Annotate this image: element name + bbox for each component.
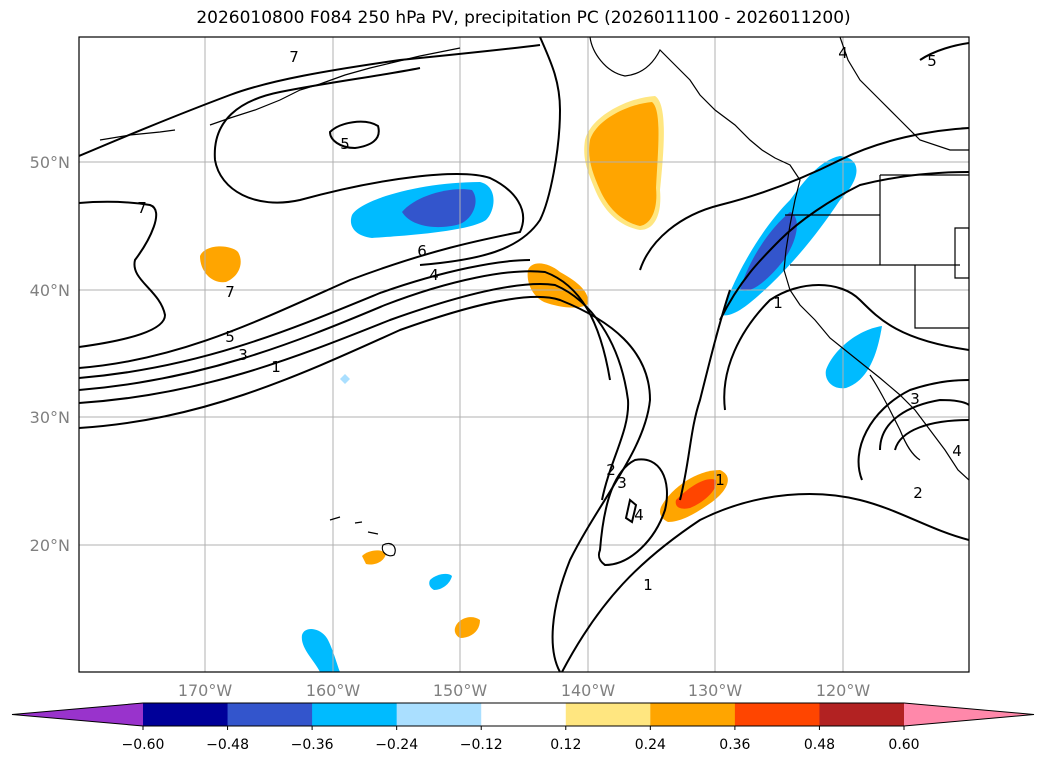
precip-shading [200, 96, 882, 672]
pv-contour-3 [79, 270, 611, 391]
colorbar-segment [481, 703, 567, 726]
contour-label: 6 [417, 242, 427, 260]
contour-label: 5 [225, 328, 235, 346]
pv-contour-1 [561, 493, 969, 672]
contour-label: 4 [634, 506, 644, 524]
colorbar: −0.60 −0.48 −0.36 −0.24 −0.12 0.12 0.24 0.36 0.4… [11, 702, 1035, 753]
pv-contour-5 [919, 42, 969, 61]
pv-contour-7 [79, 44, 541, 157]
colorbar-extend-low [12, 703, 143, 726]
colorbar-tick-label: −0.36 [291, 737, 334, 753]
lon-label: 170°W [178, 681, 233, 700]
precip-pos-blob [362, 550, 386, 565]
pv-contour-1 [719, 171, 969, 321]
pv-contour-2 [857, 379, 969, 481]
colorbar-tick-label: −0.24 [375, 737, 418, 753]
contour-label: 1 [271, 358, 281, 376]
pv-contour-1 [723, 284, 969, 411]
precip-neg-blob [301, 628, 340, 672]
contour-label: 1 [773, 294, 783, 312]
lat-label: 50°N [30, 153, 70, 172]
lon-label: 150°W [433, 681, 488, 700]
map-frame [78, 36, 970, 673]
colorbar-extend-high [904, 703, 1034, 726]
contour-label: 3 [238, 346, 248, 364]
lon-label: 160°W [306, 681, 361, 700]
colorbar-tick-label: −0.48 [206, 737, 249, 753]
precip-neg-blob [429, 573, 452, 590]
pv-contour-3 [79, 283, 630, 501]
contour-label: 7 [225, 283, 235, 301]
contour-label: 2 [606, 461, 616, 479]
pv-contour-5 [328, 120, 380, 150]
map-panel: 7 5 7 6 4 5 3 1 7 1 2 3 4 1 4 5 3 4 2 1 [79, 37, 969, 672]
latitude-labels: 50°N 40°N 30°N 20°N [30, 153, 70, 555]
colorbar-segment [396, 703, 482, 726]
pv-contour-3 [879, 398, 969, 451]
colorbar-segment [819, 703, 905, 726]
pv-contour-4 [79, 259, 531, 379]
contour-label: 7 [137, 199, 147, 217]
pv-contour-4 [624, 498, 638, 524]
pv-contour-1 [639, 127, 969, 271]
pv-contour-7 [79, 200, 167, 348]
colorbar-segment [143, 703, 229, 726]
longitude-labels: 170°W 160°W 150°W 140°W 130°W 120°W [178, 681, 871, 700]
map-title: 2026010800 F084 250 hPa PV, precipitatio… [196, 8, 851, 28]
colorbar-tick-label: 0.48 [804, 737, 835, 753]
contour-label: 3 [617, 474, 627, 492]
gridlines [79, 37, 969, 672]
precip-neg-blob [340, 374, 350, 384]
contour-label: 1 [643, 576, 653, 594]
pv-contour-1 [79, 295, 652, 672]
pv-contour-6 [419, 37, 562, 266]
coastlines [99, 37, 969, 557]
colorbar-tick-label: 0.36 [719, 737, 750, 753]
colorbar-segment [650, 703, 736, 726]
pv-contours [79, 37, 969, 672]
precip-pos-blob [589, 102, 659, 226]
precip-pos-blob [200, 246, 241, 283]
precip-pos-blob [454, 617, 480, 638]
contour-label: 4 [429, 266, 439, 284]
colorbar-tick-label: 0.12 [550, 737, 581, 753]
colorbar-tick-label: 0.60 [888, 737, 919, 753]
lat-label: 30°N [30, 408, 70, 427]
colorbar-tick-label: −0.60 [122, 737, 165, 753]
precip-neg-core [402, 189, 476, 228]
pv-contour-5 [79, 67, 525, 369]
contour-label: 5 [340, 135, 350, 153]
contour-label: 4 [838, 44, 848, 62]
precip-pos-core [675, 479, 717, 509]
lat-label: 40°N [30, 281, 70, 300]
contour-label: 3 [910, 390, 920, 408]
colorbar-tick-label: −0.12 [460, 737, 503, 753]
contour-label: 4 [952, 442, 962, 460]
contour-labels: 7 5 7 6 4 5 3 1 7 1 2 3 4 1 4 5 3 4 2 1 [137, 44, 962, 594]
colorbar-segment [734, 703, 820, 726]
pv-contour-4 [894, 419, 969, 451]
colorbar-segment [565, 703, 651, 726]
lat-label: 20°N [30, 536, 70, 555]
pv-contour-2 [597, 458, 668, 567]
lon-label: 130°W [688, 681, 743, 700]
lon-label: 120°W [816, 681, 871, 700]
contour-label: 2 [913, 484, 923, 502]
colorbar-segment [312, 703, 398, 726]
contour-label: 5 [927, 52, 937, 70]
colorbar-tick-label: 0.24 [635, 737, 666, 753]
pv-contour-1 [679, 289, 731, 501]
contour-label: 1 [715, 471, 725, 489]
colorbar-segment [227, 703, 313, 726]
lon-label: 140°W [561, 681, 616, 700]
contour-label: 7 [289, 48, 299, 66]
